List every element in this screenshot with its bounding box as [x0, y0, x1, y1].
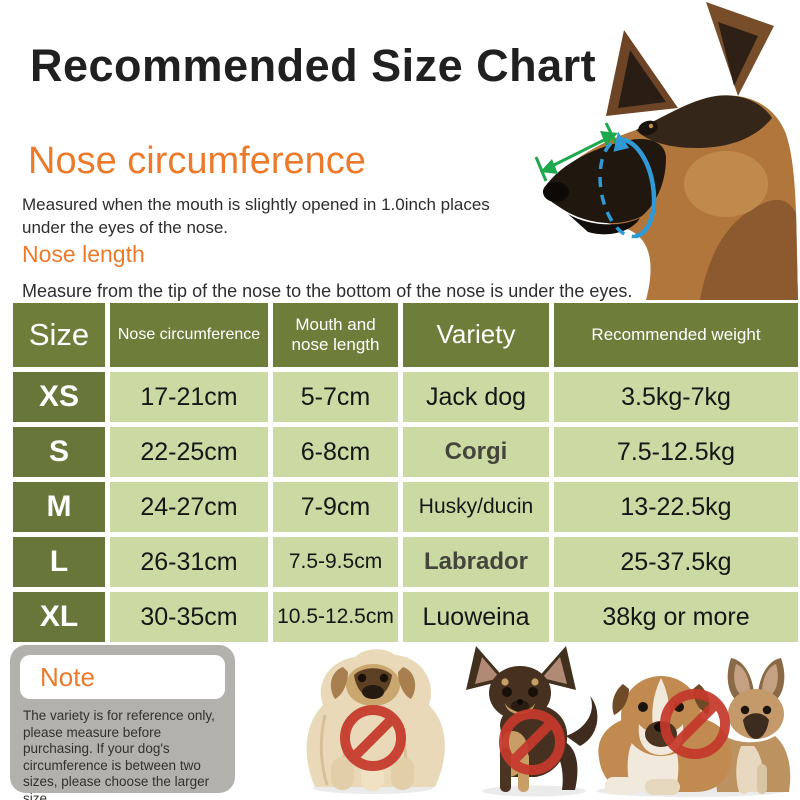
variety-cell: Husky/ducin: [403, 482, 549, 532]
note-title-box: Note: [20, 655, 225, 699]
note-text: The variety is for reference only, pleas…: [23, 708, 215, 800]
column-header-size: Size: [13, 303, 105, 367]
size-cell-m: M: [13, 482, 105, 532]
size-cell-l: L: [13, 537, 105, 587]
mouth-nose-length-cell: 5-7cm: [273, 372, 398, 422]
nose-length-heading: Nose length: [22, 241, 145, 267]
prohibition-icon: [340, 705, 406, 771]
pekingese-photo: [306, 649, 445, 794]
nose-circumference-cell: 22-25cm: [110, 427, 268, 477]
size-cell-xl: XL: [13, 592, 105, 642]
nose-circumference-ellipse-icon: [598, 131, 657, 239]
column-header-mouth-nose-length: Mouth and nose length: [273, 303, 398, 367]
recommended-weight-cell: 25-37.5kg: [554, 537, 798, 587]
note-title: Note: [40, 661, 95, 692]
nose-circumference-cell: 24-27cm: [110, 482, 268, 532]
nose-length-description: Measure from the tip of the nose to the …: [22, 281, 633, 301]
variety-cell: Corgi: [403, 427, 549, 477]
nose-circumference-cell: 26-31cm: [110, 537, 268, 587]
column-header-nose-circumference: Nose circumference: [110, 303, 268, 367]
nose-circumference-cell: 17-21cm: [110, 372, 268, 422]
size-table: Size Nose circumference Mouth and nose l…: [13, 303, 798, 642]
variety-cell: Labrador: [403, 537, 549, 587]
size-cell-xs: XS: [13, 372, 105, 422]
page-title: Recommended Size Chart: [30, 40, 597, 91]
pekingese-dog: [306, 649, 445, 791]
variety-cell: Jack dog: [403, 372, 549, 422]
recommended-weight-cell: 3.5kg-7kg: [554, 372, 798, 422]
note-card: Note The variety is for reference only, …: [10, 645, 235, 800]
column-header-variety: Variety: [403, 303, 549, 367]
recommended-weight-cell: 7.5-12.5kg: [554, 427, 798, 477]
mouth-nose-length-cell: 6-8cm: [273, 427, 398, 477]
nose-circumference-heading: Nose circumference: [28, 140, 366, 182]
prohibition-icon: [499, 709, 565, 775]
german-shepherd-photo: [534, 2, 798, 300]
variety-cell: Luoweina: [403, 592, 549, 642]
bulldogs-photo: [596, 658, 791, 797]
chihuahua-photo: [466, 646, 598, 797]
size-cell-s: S: [13, 427, 105, 477]
mouth-nose-length-cell: 7.5-9.5cm: [273, 537, 398, 587]
mouth-nose-length-cell: 7-9cm: [273, 482, 398, 532]
nose-circumference-description: Measured when the mouth is slightly open…: [22, 195, 490, 237]
column-header-recommended-weight: Recommended weight: [554, 303, 798, 367]
recommended-weight-cell: 13-22.5kg: [554, 482, 798, 532]
recommended-weight-cell: 38kg or more: [554, 592, 798, 642]
mouth-nose-length-cell: 10.5-12.5cm: [273, 592, 398, 642]
french-bulldog-dog: [716, 658, 791, 794]
nose-circumference-cell: 30-35cm: [110, 592, 268, 642]
prohibition-icon: [660, 689, 730, 759]
